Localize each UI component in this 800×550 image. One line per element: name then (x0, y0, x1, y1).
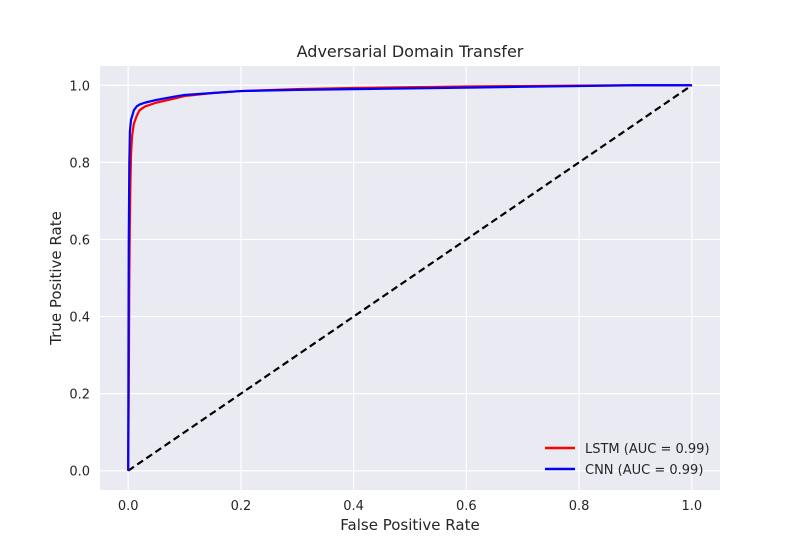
y-tick-label: 0.0 (69, 465, 90, 480)
x-tick-label: 1.0 (681, 499, 702, 514)
x-tick-label: 0.2 (231, 499, 252, 514)
legend-label: CNN (AUC = 0.99) (585, 463, 703, 478)
chart-title: Adversarial Domain Transfer (297, 42, 524, 61)
y-tick-label: 1.0 (69, 79, 90, 94)
series-layer (127, 84, 693, 472)
legend: LSTM (AUC = 0.99) CNN (AUC = 0.99) (545, 442, 710, 478)
y-tick-label: 0.6 (69, 233, 90, 248)
x-tick-label: 0.4 (343, 499, 364, 514)
x-tick-label: 0.0 (118, 499, 139, 514)
series-line-cnn (127, 84, 692, 471)
y-tick-label: 0.4 (69, 311, 90, 326)
chance-diagonal-line (127, 84, 693, 472)
x-tick-label: 0.6 (456, 499, 477, 514)
y-axis-label: True Positive Rate (47, 211, 65, 346)
y-tick-labels: 0.0 0.2 0.4 0.6 0.8 1.0 (69, 79, 90, 479)
x-tick-labels: 0.0 0.2 0.4 0.6 0.8 1.0 (118, 499, 702, 514)
legend-label: LSTM (AUC = 0.99) (585, 442, 710, 457)
x-tick-label: 0.8 (569, 499, 590, 514)
y-tick-label: 0.8 (69, 156, 90, 171)
y-tick-label: 0.2 (69, 388, 90, 403)
x-axis-label: False Positive Rate (340, 516, 479, 534)
grid-lines (100, 66, 720, 490)
